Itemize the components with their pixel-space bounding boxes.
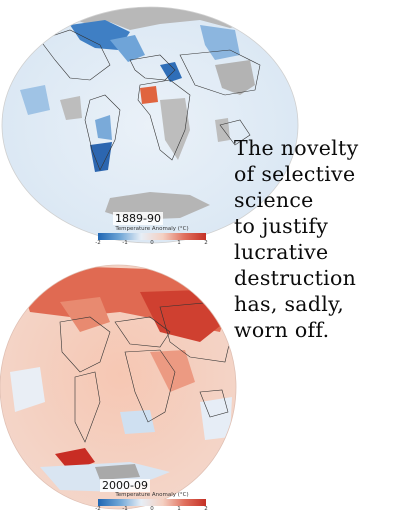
legend-tick: 1 [177,240,181,246]
temperature-anomaly-map-2000-09 [0,264,237,510]
legend-color-bar [98,233,206,240]
caption-line: has, sadly, [234,292,345,316]
caption-line: of selective [234,162,356,186]
legend-color-bar [98,499,206,506]
caption-line: science [234,188,314,212]
legend-tick: 2 [204,240,208,246]
legend-ticks: -2 -1 0 1 2 [95,506,208,514]
legend-title: Temperature Anomaly (°C) [115,492,189,498]
caption-line: destruction [234,266,357,290]
legend-tick: 0 [150,506,154,512]
legend-title: Temperature Anomaly (°C) [115,226,189,232]
legend-tick: -1 [122,240,128,246]
temperature-legend-top: Temperature Anomaly (°C) -2 -1 0 1 2 [95,226,208,248]
caption-line: worn off. [234,318,330,342]
caption-line: The novelty [234,136,359,160]
temperature-anomaly-map-1889-90 [1,6,299,244]
caption-text: The novelty of selective science to just… [234,135,399,343]
period-label-top: 1889-90 [113,212,163,225]
legend-tick: -1 [122,506,128,512]
temperature-legend-bottom: Temperature Anomaly (°C) -2 -1 0 1 2 [95,492,208,514]
legend-tick: 0 [150,240,154,246]
period-label-bottom: 2000-09 [100,479,150,492]
caption-line: lucrative [234,240,329,264]
legend-tick: -2 [95,240,101,246]
legend-ticks: -2 -1 0 1 2 [95,240,208,248]
legend-tick: 1 [177,506,181,512]
legend-tick: -2 [95,506,101,512]
caption-line: to justify [234,214,329,238]
legend-tick: 2 [204,506,208,512]
